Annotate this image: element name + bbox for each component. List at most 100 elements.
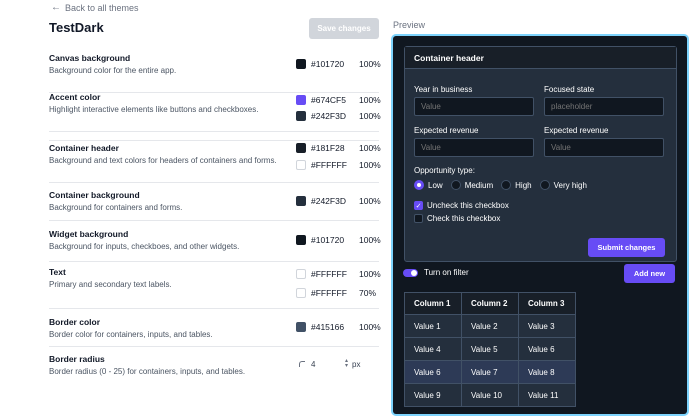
- color-picker-text-primary[interactable]: #FFFFFF 100%: [296, 269, 381, 279]
- table-cell: Value 10: [461, 383, 519, 407]
- alpha-value: 100%: [359, 143, 381, 153]
- color-picker-header-bg[interactable]: #181F28 100%: [296, 143, 381, 153]
- table-cell: Value 6: [404, 360, 462, 384]
- setting-text: Text Primary and secondary text labels.: [49, 267, 379, 309]
- checkbox-label: Check this checkbox: [427, 214, 501, 223]
- alpha-value: 100%: [359, 235, 381, 245]
- color-picker-border[interactable]: #415166 100%: [296, 322, 381, 332]
- setting-title: Container background: [49, 190, 140, 200]
- alpha-value: 100%: [359, 322, 381, 332]
- setting-title: Container header: [49, 143, 119, 153]
- checkbox-row[interactable]: ✓ Uncheck this checkbox: [414, 201, 509, 210]
- filter-toggle-row[interactable]: Turn on filter: [403, 268, 469, 277]
- setting-title: Border color: [49, 317, 101, 327]
- checkbox-label: Uncheck this checkbox: [427, 201, 509, 210]
- alpha-value: 100%: [359, 59, 381, 69]
- color-swatch[interactable]: [296, 95, 306, 105]
- checkbox-row[interactable]: Check this checkbox: [414, 214, 500, 223]
- focused-state-input[interactable]: [544, 97, 664, 116]
- submit-changes-button[interactable]: Submit changes: [588, 238, 665, 257]
- page-title: TestDark: [49, 20, 104, 35]
- radio-label: Low: [428, 180, 443, 190]
- hex-value: #FFFFFF: [311, 269, 347, 279]
- table-row[interactable]: Value 9 Value 10 Value 11: [404, 383, 576, 407]
- table-cell: Value 8: [518, 360, 576, 384]
- color-picker-text-secondary[interactable]: #FFFFFF 70%: [296, 288, 376, 298]
- setting-description: Background for containers and forms.: [49, 203, 183, 212]
- hex-value: #242F3D: [311, 111, 346, 121]
- radio-low[interactable]: [414, 180, 424, 190]
- setting-accent-color: Accent color Highlight interactive eleme…: [49, 92, 379, 132]
- year-in-business-input[interactable]: [414, 97, 534, 116]
- hex-value: #415166: [311, 322, 345, 332]
- expected-revenue-input-2[interactable]: [544, 138, 664, 157]
- color-picker-container[interactable]: #242F3D 100%: [296, 196, 381, 206]
- setting-container-background: Container background Background for cont…: [49, 190, 379, 221]
- radio-high[interactable]: [501, 180, 512, 190]
- color-swatch[interactable]: [296, 143, 306, 153]
- hex-value: #181F28: [311, 143, 345, 153]
- color-picker-accent[interactable]: #674CF5 100%: [296, 95, 381, 105]
- alpha-value: 100%: [359, 196, 381, 206]
- color-picker-canvas[interactable]: #101720 100%: [296, 59, 381, 69]
- table-cell: Value 7: [461, 360, 519, 384]
- color-swatch[interactable]: [296, 160, 306, 170]
- alpha-value: 100%: [359, 160, 381, 170]
- expected-revenue-input[interactable]: [414, 138, 534, 157]
- toggle-switch[interactable]: [403, 268, 418, 277]
- hex-value: #242F3D: [311, 196, 346, 206]
- border-radius-input[interactable]: 4 ▴ ▾ px: [299, 358, 361, 369]
- color-picker-accent-secondary[interactable]: #242F3D 100%: [296, 111, 381, 121]
- stepper-icon[interactable]: ▴ ▾: [345, 358, 349, 369]
- table-header-cell[interactable]: Column 2: [461, 292, 519, 315]
- table-header-cell[interactable]: Column 3: [518, 292, 576, 315]
- preview-container: Container header Year in business Focuse…: [404, 46, 677, 262]
- hex-value: #101720: [311, 59, 345, 69]
- setting-widget-background: Widget background Background for inputs,…: [49, 229, 379, 262]
- setting-border-radius: Border radius Border radius (0 - 25) for…: [49, 354, 379, 384]
- opportunity-radio-group: Low Medium High Very high: [414, 180, 595, 190]
- container-header: Container header: [405, 47, 676, 69]
- arrow-left-icon: ←: [51, 2, 61, 13]
- setting-description: Border color for containers, inputs, and…: [49, 330, 213, 339]
- table-cell: Value 2: [461, 314, 519, 338]
- setting-title: Canvas background: [49, 53, 131, 63]
- alpha-value: 100%: [359, 269, 381, 279]
- hex-value: #FFFFFF: [311, 288, 347, 298]
- color-swatch[interactable]: [296, 288, 306, 298]
- table-header-cell[interactable]: Column 1: [404, 292, 462, 315]
- color-swatch[interactable]: [296, 196, 306, 206]
- table-row-highlighted[interactable]: Value 6 Value 7 Value 8: [404, 360, 576, 384]
- back-link[interactable]: ← Back to all themes: [51, 2, 139, 13]
- color-picker-header-text[interactable]: #FFFFFF 100%: [296, 160, 381, 170]
- hex-value: #101720: [311, 235, 345, 245]
- radio-very-high[interactable]: [539, 180, 550, 190]
- checkbox-unchecked[interactable]: [414, 214, 423, 223]
- table-cell: Value 9: [404, 383, 462, 407]
- setting-description: Background and text colors for headers o…: [49, 156, 277, 165]
- table-row[interactable]: Value 1 Value 2 Value 3: [404, 314, 576, 338]
- color-picker-widget[interactable]: #101720 100%: [296, 235, 381, 245]
- color-swatch[interactable]: [296, 235, 306, 245]
- radio-medium[interactable]: [450, 180, 461, 190]
- back-link-label: Back to all themes: [65, 2, 139, 13]
- field-label: Expected revenue: [544, 126, 609, 135]
- table-row[interactable]: Value 4 Value 5 Value 6: [404, 337, 576, 361]
- color-swatch[interactable]: [296, 59, 306, 69]
- color-swatch[interactable]: [296, 111, 306, 121]
- color-swatch[interactable]: [296, 322, 306, 332]
- radius-unit: px: [352, 359, 361, 369]
- add-new-button[interactable]: Add new: [624, 264, 675, 283]
- table-cell: Value 3: [518, 314, 576, 338]
- setting-border-color: Border color Border color for containers…: [49, 317, 379, 347]
- setting-description: Highlight interactive elements like butt…: [49, 105, 259, 114]
- preview-panel: Container header Year in business Focuse…: [393, 36, 687, 414]
- radio-label: High: [515, 180, 532, 190]
- save-changes-button[interactable]: Save changes: [309, 18, 379, 39]
- setting-description: Border radius (0 - 25) for containers, i…: [49, 367, 246, 376]
- table-cell: Value 1: [404, 314, 462, 338]
- setting-description: Background for inputs, checkboes, and ot…: [49, 242, 240, 251]
- checkbox-checked[interactable]: ✓: [414, 201, 423, 210]
- color-swatch[interactable]: [296, 269, 306, 279]
- radius-value[interactable]: 4: [311, 359, 316, 369]
